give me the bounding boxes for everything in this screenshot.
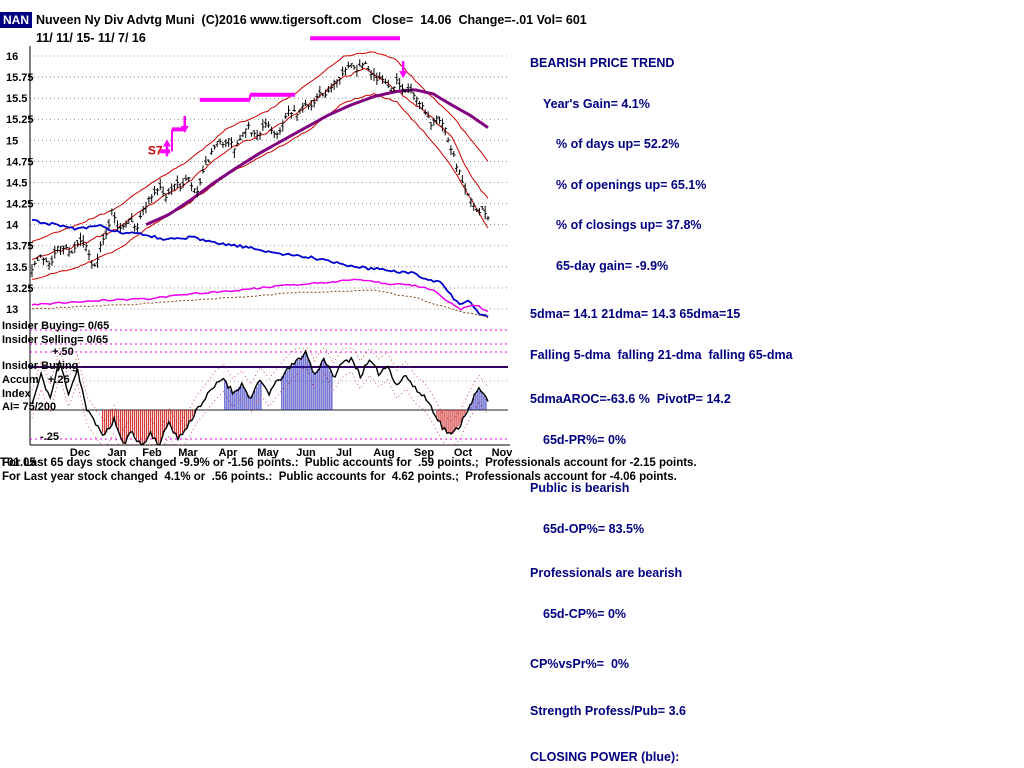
svg-text:14.5: 14.5: [6, 177, 27, 189]
analysis-line: Falling 5-dma falling 21-dma falling 65-…: [530, 347, 793, 362]
svg-text:15.5: 15.5: [6, 93, 27, 105]
analysis-panel: BEARISH PRICE TREND Year's Gain= 4.1% % …: [530, 30, 793, 768]
analysis-line: 65d-PR%= 0%: [543, 432, 627, 447]
analysis-line: Strength Profess/Pub= 3.6: [530, 703, 686, 718]
index-label: Index: [2, 388, 31, 400]
analysis-line: 65d-CP%= 0%: [543, 606, 627, 621]
analysis-line: 65-day gain= -9.9%: [556, 258, 669, 273]
analysis-line: Professionals are bearish: [530, 566, 683, 580]
analysis-line: 65d-OP%= 83.5%: [543, 521, 645, 536]
analysis-line: 5dmaAROC=-63.6 % PivotP= 14.2: [530, 392, 731, 406]
insider-buying-label: Insider Buying: [2, 360, 79, 372]
svg-text:May: May: [257, 447, 279, 459]
price-chart[interactable]: 16 15.75 15.5 15.25 15 14.75 14.5 14.25 14 13.75 1…: [0, 0, 520, 462]
svg-text:Nov: Nov: [492, 447, 514, 459]
insider-selling-count: Insider Selling= 0/65: [2, 334, 109, 346]
plus50-level-label: +.50: [52, 346, 74, 358]
svg-text:Mar: Mar: [178, 447, 198, 459]
analysis-line: CLOSING POWER (blue):: [530, 750, 680, 764]
svg-text:15.25: 15.25: [6, 114, 34, 126]
svg-text:Aug: Aug: [373, 447, 394, 459]
svg-text:Jan: Jan: [108, 447, 127, 459]
chart-title: Nuveen Ny Div Advtg Muni (C)2016 www.tig…: [36, 13, 587, 27]
svg-text:16: 16: [6, 51, 18, 63]
insider-buying-count: Insider Buying= 0/65: [2, 320, 110, 332]
svg-text:14.25: 14.25: [6, 199, 34, 211]
ai-ratio-label: AI= 75/200: [2, 401, 57, 413]
svg-text:14: 14: [6, 220, 19, 232]
svg-text:13.75: 13.75: [6, 241, 34, 253]
analysis-line: % of openings up= 65.1%: [556, 177, 707, 192]
svg-text:15: 15: [6, 135, 18, 147]
date-range: 11/ 11/ 15- 11/ 7/ 16: [36, 31, 146, 45]
minus25-level-label: -.25: [40, 431, 59, 443]
svg-text:Oct: Oct: [454, 447, 473, 459]
svg-text:13.5: 13.5: [6, 262, 27, 274]
footer-overlay-value: T01.05: [0, 457, 36, 469]
analysis-line: % of days up= 52.2%: [556, 137, 680, 151]
svg-text:Sep: Sep: [414, 447, 434, 459]
svg-text:13.25: 13.25: [6, 283, 34, 295]
svg-text:Dec: Dec: [70, 447, 90, 459]
svg-text:13: 13: [6, 304, 18, 316]
svg-text:Feb: Feb: [142, 447, 162, 459]
svg-text:Jul: Jul: [336, 447, 352, 459]
svg-text:Apr: Apr: [219, 447, 239, 459]
svg-text:S7: S7: [148, 144, 163, 158]
analysis-line: 5dma= 14.1 21dma= 14.3 65dma=15: [530, 307, 741, 321]
footer-line-65day: For Last 65 days stock changed -9.9% or …: [2, 457, 697, 469]
trend-headline: BEARISH PRICE TREND: [530, 56, 675, 70]
svg-text:14.75: 14.75: [6, 156, 34, 168]
footer-line-year: For Last year stock changed 4.1% or .56 …: [2, 471, 677, 483]
accum-plus25-label: Accum +.25: [2, 374, 70, 386]
svg-text:15.75: 15.75: [6, 72, 34, 84]
analysis-line: Year's Gain= 4.1%: [543, 96, 650, 111]
analysis-line: % of closings up= 37.8%: [556, 218, 702, 232]
svg-text:Jun: Jun: [296, 447, 316, 459]
analysis-line: CP%vsPr%= 0%: [530, 657, 630, 671]
analysis-line: Public is bearish: [530, 481, 630, 495]
ticker-symbol[interactable]: NAN: [0, 12, 32, 28]
